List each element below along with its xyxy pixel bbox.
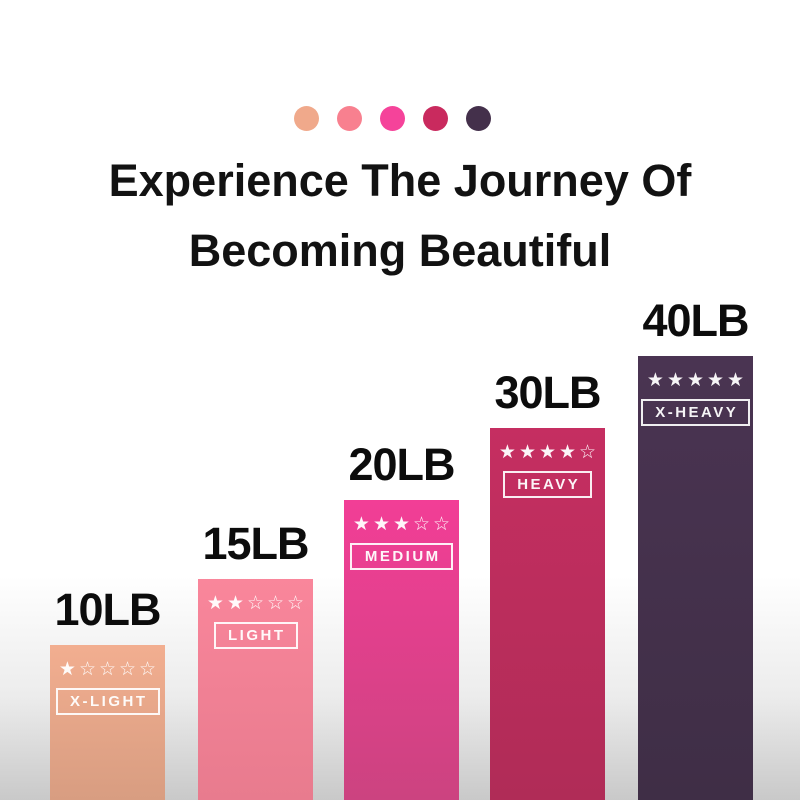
resistance-level-tag: X-HEAVY bbox=[640, 399, 751, 426]
page-title: Experience The Journey Of Becoming Beaut… bbox=[0, 146, 800, 286]
resistance-level-tag: X-LIGHT bbox=[55, 688, 160, 715]
title-line-1: Experience The Journey Of bbox=[108, 155, 692, 206]
bar-group-x-heavy: 40LB ★★★★★ X-HEAVY bbox=[638, 298, 753, 800]
bar-group-medium: 20LB ★★★☆☆ MEDIUM bbox=[344, 442, 459, 800]
bar-value-label: 20LB bbox=[348, 439, 455, 490]
bar-group-x-light: 10LB ★☆☆☆☆ X-LIGHT bbox=[50, 587, 165, 800]
star-rating: ★★★★★ bbox=[646, 369, 748, 391]
bar-group-light: 15LB ★★☆☆☆ LIGHT bbox=[198, 521, 313, 800]
bar-value-label: 40LB bbox=[642, 295, 749, 346]
bar-value-label: 30LB bbox=[494, 367, 601, 418]
resistance-level-tag: HEAVY bbox=[502, 471, 593, 498]
bar-group-heavy: 30LB ★★★★☆ HEAVY bbox=[490, 370, 605, 800]
medium-color-dot bbox=[379, 106, 405, 131]
x-light-color-dot bbox=[293, 106, 319, 131]
bar: ★★★★★ X-HEAVY bbox=[638, 356, 753, 800]
bar: ★★★★☆ HEAVY bbox=[490, 428, 605, 800]
x-heavy-color-dot bbox=[465, 106, 491, 131]
resistance-level-tag: LIGHT bbox=[213, 622, 298, 649]
bar-value-label: 10LB bbox=[54, 584, 161, 635]
star-rating: ★★☆☆☆ bbox=[206, 592, 308, 614]
heavy-color-dot bbox=[422, 106, 448, 131]
bar: ★★★☆☆ MEDIUM bbox=[344, 500, 459, 800]
bar-value-label: 15LB bbox=[202, 518, 309, 569]
light-color-dot bbox=[336, 106, 362, 131]
bar: ★★☆☆☆ LIGHT bbox=[198, 579, 313, 800]
star-rating: ★☆☆☆☆ bbox=[58, 658, 160, 680]
title-line-2: Becoming Beautiful bbox=[188, 225, 612, 276]
star-rating: ★★★☆☆ bbox=[352, 513, 454, 535]
palette-dots bbox=[0, 106, 800, 131]
bar: ★☆☆☆☆ X-LIGHT bbox=[50, 645, 165, 800]
star-rating: ★★★★☆ bbox=[498, 441, 600, 463]
resistance-level-tag: MEDIUM bbox=[350, 543, 453, 570]
